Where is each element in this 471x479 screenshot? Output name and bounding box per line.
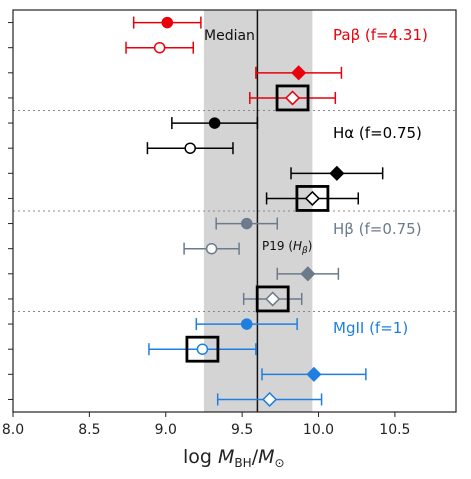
x-axis-title: log MBH/M⊙ xyxy=(183,446,285,470)
axes-layer: 8.0 8.5 9.0 9.5 10.0 10.5 xyxy=(2,9,457,438)
circle-marker xyxy=(153,41,166,54)
x-tick-label-3: 9.0 xyxy=(155,422,177,438)
data-point-13 xyxy=(195,318,298,331)
group-label-hbeta: Hβ (f=0.75) xyxy=(333,220,422,238)
diamond-marker xyxy=(265,291,281,307)
data-point-9 xyxy=(215,217,279,230)
x-tick-label-5: 10.0 xyxy=(303,422,334,438)
data-point-3 xyxy=(255,65,343,81)
data-point-15 xyxy=(261,366,367,382)
p19-annotation-sub: β xyxy=(301,246,308,256)
data-point-8 xyxy=(265,185,359,212)
diamond-marker xyxy=(291,65,307,81)
circle-marker xyxy=(205,242,218,255)
group-label-halpha: Hα (f=0.75) xyxy=(333,124,422,142)
data-point-12 xyxy=(242,285,303,313)
p19-annotation-text: P19 ( xyxy=(262,239,293,253)
x-tick-label-4: 9.5 xyxy=(231,422,253,438)
data-point-14 xyxy=(148,335,257,363)
group-label-pabeta: Paβ (f=4.31) xyxy=(333,26,428,44)
x-tick-label-6: 10.5 xyxy=(379,422,410,438)
data-point-11 xyxy=(276,266,340,282)
x-tick-label-1: 8.0 xyxy=(2,422,24,438)
data-point-7 xyxy=(290,165,384,181)
highlight-box xyxy=(295,185,330,212)
x-axis-title-var2: M xyxy=(258,446,274,468)
p19-annotation-italic: H xyxy=(293,239,302,253)
median-label: Median xyxy=(204,28,255,44)
data-point-2 xyxy=(125,41,195,54)
diamond-marker xyxy=(284,90,301,106)
data-point-1 xyxy=(132,16,202,29)
diamond-marker xyxy=(304,190,320,206)
diamond-marker xyxy=(306,366,322,382)
data-point-6 xyxy=(146,142,234,155)
plot-frame xyxy=(12,9,457,413)
diamond-marker xyxy=(329,165,345,181)
circle-marker xyxy=(161,16,174,29)
data-point-4 xyxy=(249,84,337,112)
highlight-box xyxy=(185,335,220,363)
data-point-10 xyxy=(183,242,240,255)
circle-marker xyxy=(184,142,196,154)
x-axis-title-sub: BH xyxy=(234,456,251,470)
group-labels-layer: Paβ (f=4.31) Hα (f=0.75) Hβ (f=0.75) MgII (… xyxy=(333,26,428,337)
circle-marker xyxy=(240,318,253,330)
x-axis-title-var: M xyxy=(218,446,234,468)
highlight-box xyxy=(275,84,310,112)
x-axis-title-sub2: ⊙ xyxy=(275,456,285,470)
group-label-mgii: MgII (f=1) xyxy=(333,319,408,337)
highlight-box xyxy=(255,285,290,313)
circle-marker xyxy=(208,117,221,129)
circle-marker xyxy=(240,217,253,230)
circle-marker xyxy=(196,343,209,355)
p19-annotation-close: ) xyxy=(308,239,313,253)
x-axis-title-text: log xyxy=(183,446,218,468)
separator-layer xyxy=(13,109,456,313)
p19-annotation: P19 (Hβ) xyxy=(262,239,312,256)
diamond-marker xyxy=(300,266,316,282)
points-layer xyxy=(125,16,384,407)
data-point-5 xyxy=(171,117,259,130)
diamond-marker xyxy=(262,391,278,407)
data-point-16 xyxy=(216,391,323,407)
x-tick-label-2: 8.5 xyxy=(78,422,100,438)
x-axis-title-sep: / xyxy=(252,446,259,468)
